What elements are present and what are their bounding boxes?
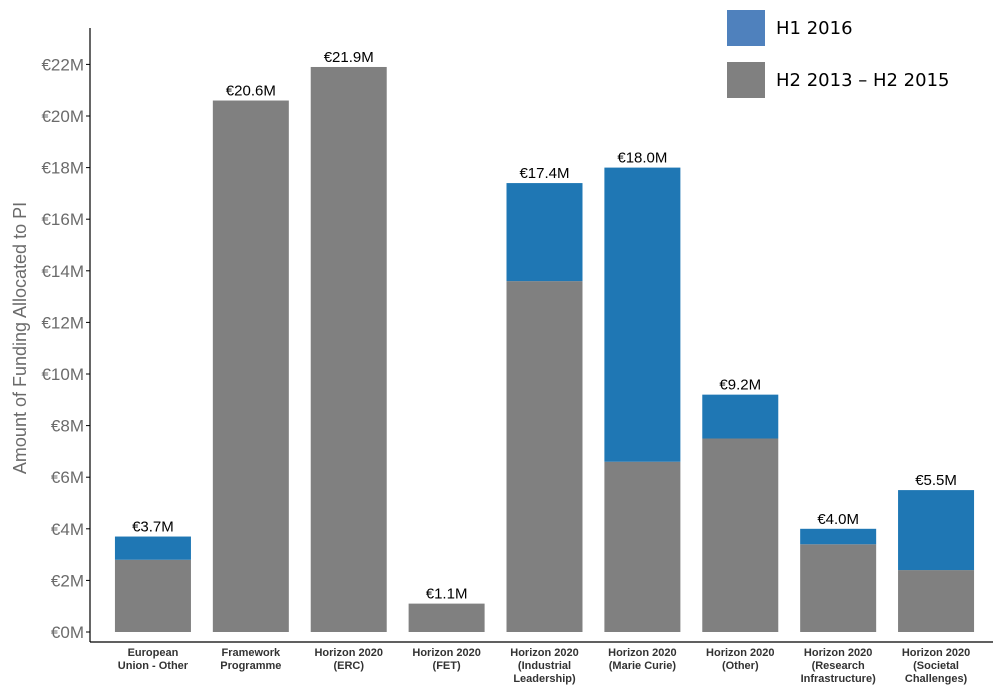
- y-tick-label: €20M: [41, 107, 84, 126]
- bar-total-label: €5.5M: [915, 472, 957, 489]
- bar-total-label: €3.7M: [132, 519, 174, 536]
- x-tick-label: Horizon 2020 (Societal Challenges): [902, 647, 970, 685]
- bars: [114, 66, 975, 633]
- bar-total-label: €9.2M: [719, 377, 761, 394]
- x-tick-label: Horizon 2020 (Marie Curie): [608, 647, 676, 672]
- bar-segment: [800, 544, 877, 632]
- y-tick-label: €22M: [41, 55, 84, 74]
- legend: H1 2016 H2 2013 – H2 2015: [727, 10, 949, 98]
- y-tick-label: €8M: [51, 417, 84, 436]
- bar-total-label: €21.9M: [324, 49, 374, 66]
- x-tick-label: Framework Programme: [220, 647, 281, 672]
- bar-total-label: €17.4M: [519, 165, 569, 182]
- x-tick-label: Horizon 2020 (Research Infrastructure): [801, 647, 877, 685]
- bar-segment: [898, 490, 975, 571]
- bar-total-label: €20.6M: [226, 83, 276, 100]
- bar-segment: [604, 167, 681, 462]
- x-tick-label: Horizon 2020 (Other): [706, 647, 774, 672]
- bar-segment: [604, 461, 681, 632]
- legend-label: H1 2016: [776, 18, 853, 39]
- x-tick-label: Horizon 2020 (Industrial Leadership): [510, 647, 578, 685]
- x-tick-label: European Union - Other: [118, 647, 189, 672]
- bar-segment: [212, 100, 289, 632]
- bar-total-label: €4.0M: [817, 511, 859, 528]
- y-axis-label: Amount of Funding Allocated to PI: [10, 202, 30, 474]
- y-axis-ticks: €0M €2M €4M €6M €8M €10M €12M €14M €16M €18M €20M €…: [41, 55, 90, 642]
- y-tick-label: €16M: [41, 210, 84, 229]
- bar-segment: [114, 536, 191, 560]
- bar-segment: [506, 183, 583, 282]
- y-tick-label: €14M: [41, 262, 84, 281]
- data-labels: €3.7M €20.6M €21.9M €1.1M €17.4M €18.0M €9.2M €…: [132, 49, 957, 603]
- bar-segment: [702, 394, 779, 439]
- x-tick-label: Horizon 2020 (FET): [412, 647, 480, 672]
- legend-label: H2 2013 – H2 2015: [776, 70, 949, 91]
- bar-segment: [506, 281, 583, 632]
- bar-segment: [898, 570, 975, 632]
- y-tick-label: €4M: [51, 520, 84, 539]
- x-tick-label: Horizon 2020 (ERC): [314, 647, 382, 672]
- legend-swatch: [727, 10, 765, 46]
- y-tick-label: €10M: [41, 365, 84, 384]
- bar-total-label: €1.1M: [426, 586, 468, 603]
- bar-segment: [408, 603, 485, 632]
- y-tick-label: €12M: [41, 313, 84, 332]
- bar-segment: [702, 438, 779, 632]
- bar-segment: [114, 559, 191, 632]
- bar-segment: [800, 528, 877, 545]
- y-tick-label: €0M: [51, 623, 84, 642]
- y-tick-label: €18M: [41, 159, 84, 178]
- y-tick-label: €2M: [51, 571, 84, 590]
- y-tick-label: €6M: [51, 468, 84, 487]
- x-axis-ticks: European Union - Other Framework Programme H…: [118, 647, 970, 685]
- legend-swatch: [727, 62, 765, 98]
- bar-segment: [310, 66, 387, 633]
- bar-total-label: €18.0M: [617, 150, 667, 167]
